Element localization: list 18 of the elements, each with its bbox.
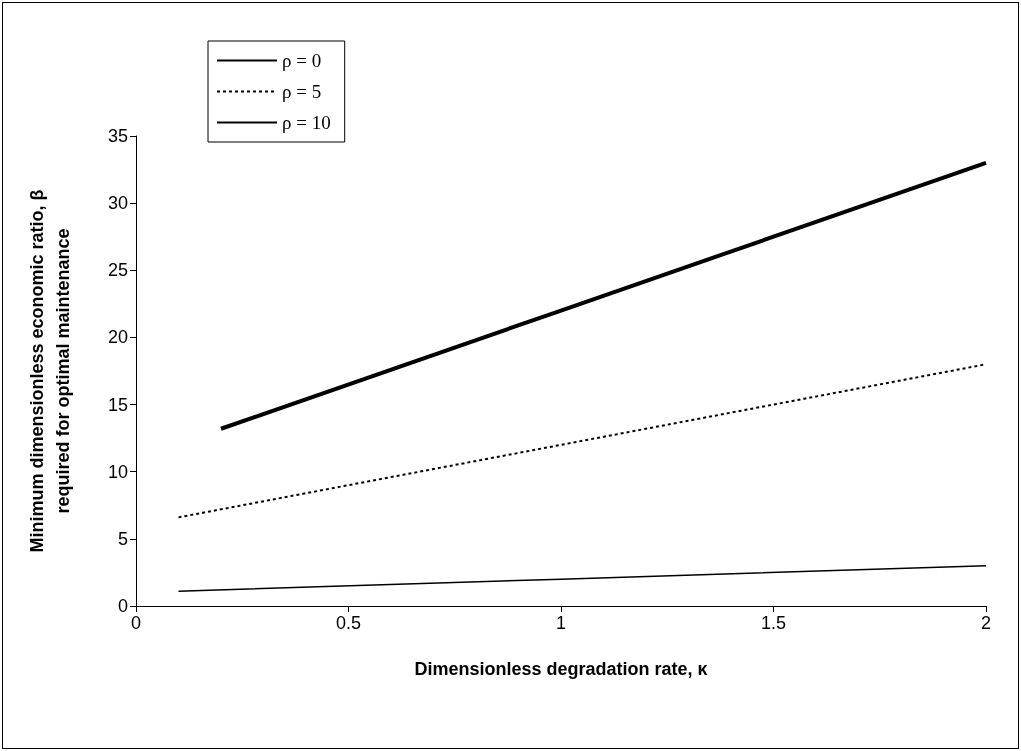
- x-tick-label: 1.5: [760, 613, 787, 633]
- y-tick-label: 20: [107, 327, 128, 348]
- x-tick-label: 0: [130, 613, 142, 633]
- legend-label: ρ = 5: [282, 81, 322, 102]
- y-axis-title: Minimum dimensionless economic ratio, β required for optimal maintenance: [27, 189, 73, 553]
- y-tick-label: 25: [107, 260, 128, 281]
- x-tick-label: 2: [980, 613, 992, 633]
- legend-label: ρ = 0: [282, 50, 322, 71]
- y-tick-label: 10: [107, 461, 128, 482]
- x-tick-label: 1: [555, 613, 567, 633]
- y-tick-label: 30: [107, 193, 128, 214]
- x-axis-title: Dimensionless degradation rate, κ: [414, 659, 709, 679]
- y-tick-label: 35: [107, 126, 128, 146]
- legend-label: ρ = 10: [282, 112, 331, 133]
- y-tick-label: 5: [117, 528, 128, 549]
- y-tick-label: 0: [117, 596, 128, 616]
- x-tick-label: 0.5: [335, 613, 362, 633]
- y-tick-label: 15: [107, 394, 128, 415]
